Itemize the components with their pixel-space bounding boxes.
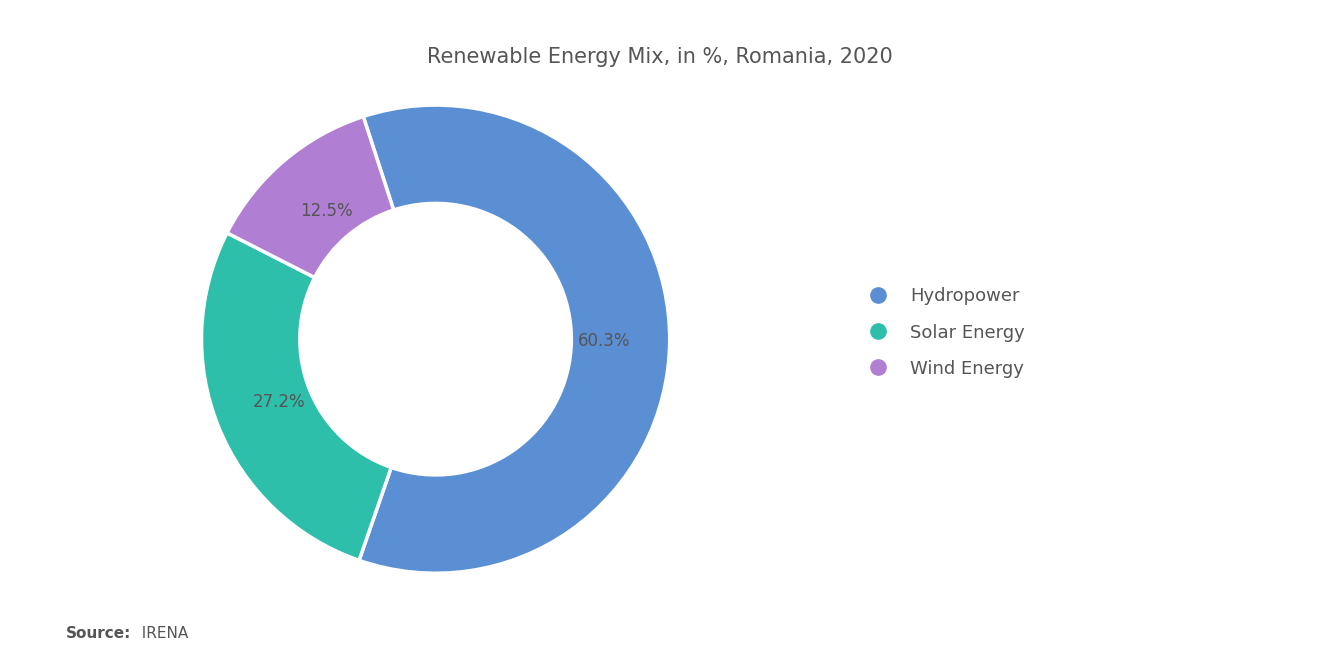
Text: 60.3%: 60.3% <box>578 332 631 350</box>
Text: Renewable Energy Mix, in %, Romania, 2020: Renewable Energy Mix, in %, Romania, 202… <box>428 47 892 66</box>
Wedge shape <box>227 116 393 277</box>
Wedge shape <box>202 233 391 561</box>
Wedge shape <box>359 105 669 573</box>
Text: Source:: Source: <box>66 626 132 642</box>
Text: 27.2%: 27.2% <box>253 393 306 411</box>
Text: 12.5%: 12.5% <box>300 202 352 220</box>
Legend: Hydropower, Solar Energy, Wind Energy: Hydropower, Solar Energy, Wind Energy <box>850 279 1034 386</box>
Text: IRENA: IRENA <box>132 626 189 642</box>
